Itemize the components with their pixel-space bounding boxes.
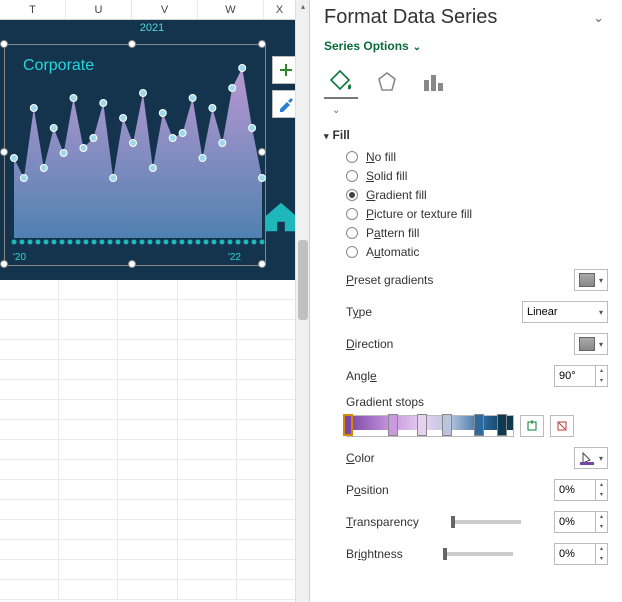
- type-dropdown[interactable]: Linear▾: [522, 301, 608, 323]
- chart-svg: [4, 44, 266, 266]
- gradient-stop[interactable]: [343, 414, 353, 436]
- col-U[interactable]: U: [66, 0, 132, 19]
- brightness-label: Brightness: [346, 547, 403, 561]
- direction-label: Direction: [346, 337, 393, 351]
- collapse-pane-icon[interactable]: ⌄: [593, 10, 604, 26]
- gradient-stop[interactable]: [417, 414, 427, 436]
- preset-gradients-dropdown[interactable]: ▾: [574, 269, 608, 291]
- gradient-stop[interactable]: [388, 414, 398, 436]
- col-V[interactable]: V: [132, 0, 198, 19]
- sub-chevron-icon[interactable]: ⌄: [332, 105, 608, 116]
- chart-top-year: 2021: [0, 22, 304, 34]
- format-pane: Format Data Series ⌄ Series Options⌄ ⌄ ▾…: [310, 0, 622, 602]
- pane-title: Format Data Series: [324, 6, 608, 29]
- gradient-stop[interactable]: [474, 414, 484, 436]
- remove-stop-button[interactable]: [550, 415, 574, 437]
- fill-option-solid[interactable]: Solid fill: [346, 169, 608, 183]
- gradient-stop[interactable]: [497, 414, 507, 436]
- vertical-scrollbar[interactable]: ▴: [295, 0, 309, 602]
- add-stop-button[interactable]: [520, 415, 544, 437]
- transparency-label: Transparency: [346, 515, 419, 529]
- chart-object[interactable]: 2021 Corporate '20 '22: [0, 20, 304, 280]
- fill-line-tab-icon[interactable]: [324, 65, 358, 99]
- gradient-stops-label: Gradient stops: [346, 395, 424, 409]
- fill-option-auto[interactable]: Automatic: [346, 245, 608, 259]
- gradient-stops-bar[interactable]: [346, 415, 514, 437]
- position-spinner[interactable]: 0%▴▾: [554, 479, 608, 501]
- direction-dropdown[interactable]: ▾: [574, 333, 608, 355]
- fill-option-gradient[interactable]: Gradient fill: [346, 188, 608, 202]
- angle-spinner[interactable]: 90°▴▾: [554, 365, 608, 387]
- column-headers: T U V W X: [0, 0, 296, 20]
- color-label: Color: [346, 451, 375, 465]
- position-label: Position: [346, 483, 389, 497]
- color-dropdown[interactable]: ▾: [574, 447, 608, 469]
- col-T[interactable]: T: [0, 0, 66, 19]
- brightness-slider[interactable]: [443, 552, 513, 556]
- spreadsheet-grid[interactable]: [0, 280, 296, 602]
- angle-label: Angle: [346, 369, 377, 383]
- transparency-slider[interactable]: [451, 520, 521, 524]
- col-X[interactable]: X: [264, 0, 296, 19]
- col-W[interactable]: W: [198, 0, 264, 19]
- effects-tab-icon[interactable]: [370, 65, 404, 99]
- series-options-tab-icon[interactable]: [416, 65, 450, 99]
- transparency-spinner[interactable]: 0%▴▾: [554, 511, 608, 533]
- brightness-spinner[interactable]: 0%▴▾: [554, 543, 608, 565]
- preset-gradients-label: Preset gradients: [346, 273, 433, 287]
- fill-section-header[interactable]: ▾Fill: [324, 128, 608, 142]
- fill-option-pattern[interactable]: Pattern fill: [346, 226, 608, 240]
- fill-option-nofill[interactable]: No fill: [346, 150, 608, 164]
- fill-option-picture[interactable]: Picture or texture fill: [346, 207, 608, 221]
- type-label: Type: [346, 305, 372, 319]
- series-options-dropdown[interactable]: Series Options⌄: [324, 39, 608, 53]
- gradient-stop[interactable]: [442, 414, 452, 436]
